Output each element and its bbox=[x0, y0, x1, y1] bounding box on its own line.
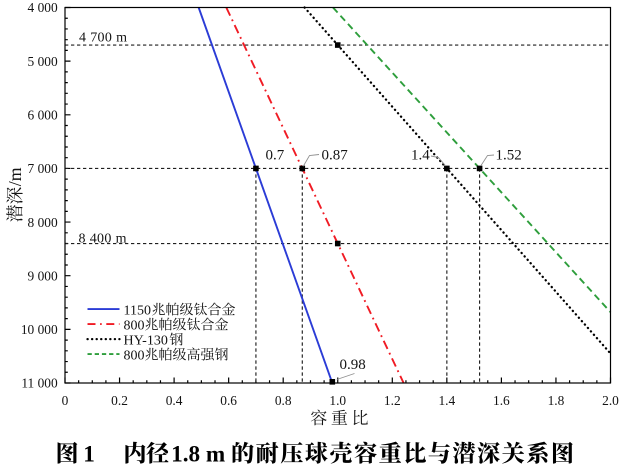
svg-text:0: 0 bbox=[62, 393, 69, 408]
svg-text:800: 800 bbox=[124, 348, 145, 363]
svg-text:1.52: 1.52 bbox=[496, 148, 522, 164]
svg-text:7 000: 7 000 bbox=[28, 161, 58, 176]
svg-text:4 700 m: 4 700 m bbox=[79, 30, 127, 45]
svg-text:1.6: 1.6 bbox=[493, 393, 510, 408]
svg-text:1.8: 1.8 bbox=[548, 393, 565, 408]
svg-text:1: 1 bbox=[83, 442, 95, 468]
svg-text:HY-130: HY-130 bbox=[124, 333, 168, 348]
svg-text:/m: /m bbox=[5, 167, 25, 186]
svg-text:0.2: 0.2 bbox=[111, 393, 128, 408]
svg-text:m: m bbox=[206, 442, 225, 468]
svg-text:2.0: 2.0 bbox=[602, 393, 619, 408]
svg-text:1150: 1150 bbox=[124, 303, 151, 318]
svg-text:0.7: 0.7 bbox=[266, 148, 285, 164]
svg-text:1.8: 1.8 bbox=[171, 442, 200, 468]
svg-text:11 000: 11 000 bbox=[21, 376, 58, 391]
svg-text:8 400 m: 8 400 m bbox=[79, 232, 127, 247]
svg-text:4 000: 4 000 bbox=[28, 0, 58, 15]
svg-text:0.98: 0.98 bbox=[340, 357, 366, 373]
svg-text:9 000: 9 000 bbox=[28, 268, 58, 283]
svg-text:10 000: 10 000 bbox=[21, 322, 58, 337]
svg-text:5 000: 5 000 bbox=[28, 54, 58, 69]
svg-text:0.6: 0.6 bbox=[220, 393, 237, 408]
svg-text:1.4: 1.4 bbox=[411, 148, 430, 164]
svg-text:1.4: 1.4 bbox=[438, 393, 455, 408]
svg-text:6 000: 6 000 bbox=[28, 107, 58, 122]
svg-text:0.4: 0.4 bbox=[166, 393, 183, 408]
svg-text:800: 800 bbox=[124, 318, 145, 333]
svg-text:1.2: 1.2 bbox=[384, 393, 401, 408]
svg-text:8 000: 8 000 bbox=[28, 215, 58, 230]
svg-text:0.8: 0.8 bbox=[275, 393, 292, 408]
svg-text:1.0: 1.0 bbox=[329, 393, 346, 408]
svg-text:0.87: 0.87 bbox=[322, 148, 349, 164]
